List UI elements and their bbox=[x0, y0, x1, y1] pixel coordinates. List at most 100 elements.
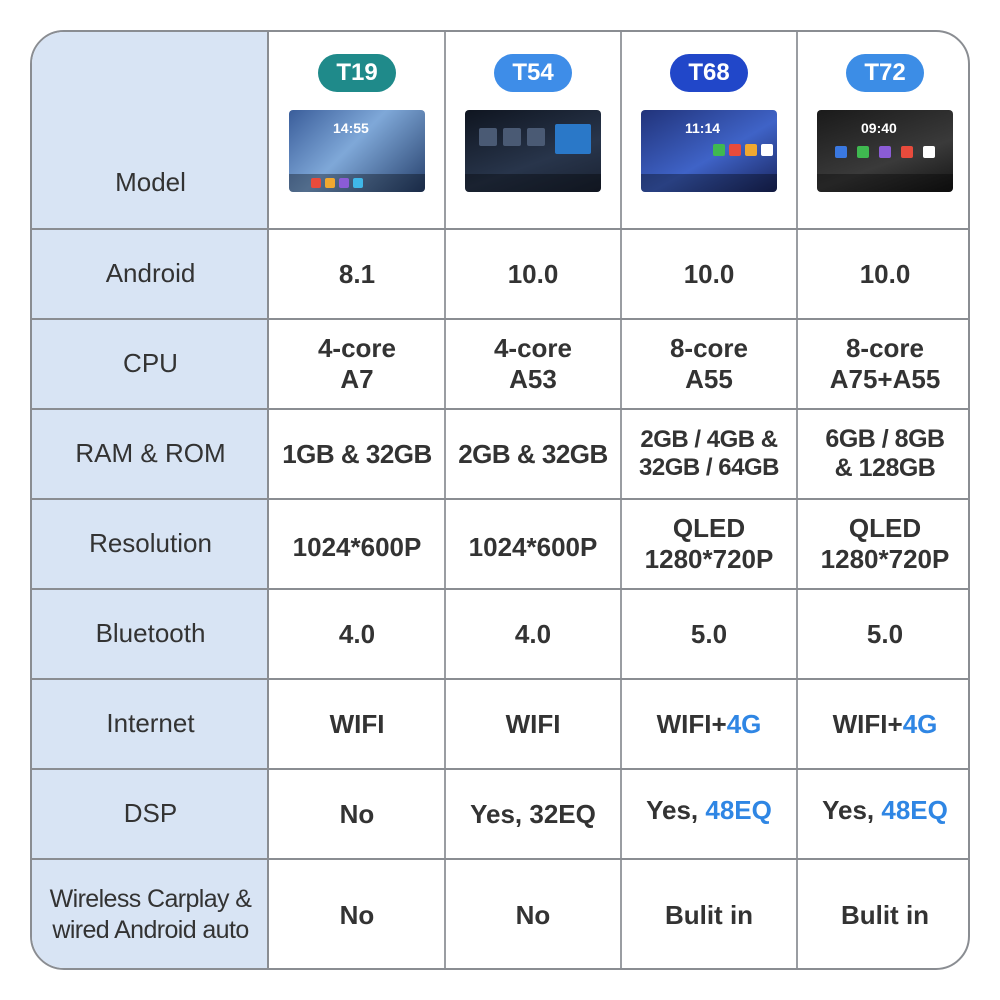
resolution-line-1: QLED bbox=[672, 513, 746, 544]
bluetooth-value: 4.0 bbox=[514, 618, 552, 649]
resolution-value: 1024*600P bbox=[269, 500, 445, 588]
cpu-cores: 8-core bbox=[845, 333, 925, 364]
row-divider bbox=[32, 858, 968, 860]
dsp-value: Yes, 32EQ bbox=[445, 770, 621, 858]
cpu-value: 4-core A53 bbox=[445, 320, 621, 408]
resolution-line-1: 1024*600P bbox=[468, 531, 598, 562]
dsp-eq: 48EQ bbox=[881, 794, 948, 825]
screen-clock: 14:55 bbox=[333, 120, 369, 136]
model-badge-t19: T19 bbox=[318, 54, 396, 92]
cpu-value: 8-core A55 bbox=[621, 320, 797, 408]
internet-row: Internet WIFI WIFI WIFI+ 4G WIFI+ 4G bbox=[32, 680, 968, 768]
app-icon bbox=[835, 146, 847, 158]
ram-line-1: 2GB & 32GB bbox=[458, 438, 608, 469]
internet-wifi: WIFI bbox=[505, 708, 561, 739]
resolution-row: Resolution 1024*600P 1024*600P QLED 1280… bbox=[32, 500, 968, 588]
ram-rom-row: RAM & ROM 1GB & 32GB 2GB & 32GB 2GB / 4G… bbox=[32, 410, 968, 498]
resolution-line-1: 1024*600P bbox=[292, 531, 422, 562]
app-icon bbox=[745, 144, 757, 156]
app-icon bbox=[503, 128, 521, 146]
app-icon bbox=[729, 144, 741, 156]
app-icon bbox=[325, 178, 335, 188]
resolution-line-2: 1280*720P bbox=[644, 544, 774, 574]
column-divider bbox=[796, 32, 798, 968]
screen-dock bbox=[465, 174, 601, 192]
carplay-value: No bbox=[515, 899, 551, 930]
screen-clock: 09:40 bbox=[861, 120, 897, 136]
row-divider bbox=[32, 588, 968, 590]
android-value: 10.0 bbox=[859, 258, 911, 289]
ram-value: 1GB & 32GB bbox=[269, 410, 445, 498]
android-value: 8.1 bbox=[338, 258, 376, 289]
ram-line-1: 1GB & 32GB bbox=[282, 438, 432, 469]
android-row: Android 8.1 10.0 10.0 10.0 bbox=[32, 230, 968, 318]
dsp-value: Yes, 48EQ bbox=[797, 770, 968, 858]
head-unit-screen-image: 14:55 bbox=[289, 110, 425, 192]
row-label-dsp: DSP bbox=[123, 798, 178, 829]
cpu-arch: A75+A55 bbox=[829, 364, 941, 394]
bluetooth-value: 5.0 bbox=[866, 618, 904, 649]
model-badge-t68: T68 bbox=[670, 54, 748, 92]
column-divider bbox=[620, 32, 622, 968]
row-label-carplay: Wireless Carplay & wired Android auto bbox=[32, 860, 269, 968]
cpu-arch: A7 bbox=[340, 364, 374, 394]
row-label-model: Model bbox=[115, 166, 186, 197]
model-column-t19: T19 14:55 bbox=[269, 32, 445, 228]
internet-value: WIFI bbox=[445, 680, 621, 768]
cpu-value: 4-core A7 bbox=[269, 320, 445, 408]
app-icon bbox=[761, 144, 773, 156]
app-icon bbox=[479, 128, 497, 146]
resolution-line-1: QLED bbox=[848, 513, 922, 544]
cpu-arch: A53 bbox=[509, 364, 557, 394]
model-column-t54: T54 bbox=[445, 32, 621, 228]
cpu-row: CPU 4-core A7 4-core A53 8-core A55 8-co… bbox=[32, 320, 968, 408]
head-unit-screen-image: 11:14 bbox=[641, 110, 777, 192]
row-divider bbox=[32, 318, 968, 320]
app-icon bbox=[879, 146, 891, 158]
column-divider bbox=[444, 32, 446, 968]
app-icon bbox=[353, 178, 363, 188]
screen-dock bbox=[641, 174, 777, 192]
row-divider bbox=[32, 768, 968, 770]
carplay-value: No bbox=[339, 899, 375, 930]
ram-value: 6GB / 8GB & 128GB bbox=[797, 410, 968, 498]
row-label-bluetooth: Bluetooth bbox=[95, 618, 206, 649]
row-divider bbox=[32, 228, 968, 230]
carplay-value: Bulit in bbox=[664, 899, 754, 930]
ram-line-2: & 128GB bbox=[834, 454, 936, 482]
carplay-row: Wireless Carplay & wired Android auto No… bbox=[32, 860, 968, 968]
app-icon bbox=[713, 144, 725, 156]
resolution-value: 1024*600P bbox=[445, 500, 621, 588]
app-icon bbox=[311, 178, 321, 188]
dsp-value: Yes, 48EQ bbox=[621, 770, 797, 858]
app-icon bbox=[857, 146, 869, 158]
row-label-cpu: CPU bbox=[123, 348, 178, 379]
app-icon bbox=[527, 128, 545, 146]
ram-line-1: 2GB / 4GB & bbox=[640, 425, 778, 453]
row-label-ram-rom: RAM & ROM bbox=[75, 438, 226, 469]
ram-value: 2GB / 4GB & 32GB / 64GB bbox=[621, 410, 797, 498]
bluetooth-value: 4.0 bbox=[338, 618, 376, 649]
head-unit-screen-image: 09:40 bbox=[817, 110, 953, 192]
bluetooth-value: 5.0 bbox=[690, 618, 728, 649]
dsp-text: Yes, bbox=[646, 794, 706, 825]
screen-clock: 11:14 bbox=[685, 120, 721, 136]
cpu-cores: 4-core bbox=[493, 333, 573, 364]
cpu-value: 8-core A75+A55 bbox=[797, 320, 968, 408]
app-icon bbox=[923, 146, 935, 158]
dsp-row: DSP No Yes, 32EQ Yes, 48EQ Yes, 48EQ bbox=[32, 770, 968, 858]
carplay-label-line-1: Wireless Carplay & bbox=[49, 884, 252, 913]
row-label-android: Android bbox=[105, 258, 196, 289]
cpu-cores: 4-core bbox=[317, 333, 397, 364]
dsp-eq: 48EQ bbox=[705, 794, 772, 825]
cpu-cores: 8-core bbox=[669, 333, 749, 364]
carplay-value: Bulit in bbox=[840, 899, 930, 930]
internet-4g: 4G bbox=[726, 708, 762, 739]
android-value: 10.0 bbox=[507, 258, 559, 289]
internet-wifi: WIFI bbox=[329, 708, 385, 739]
model-column-t68: T68 11:14 bbox=[621, 32, 797, 228]
dsp-text: No bbox=[339, 798, 375, 829]
row-divider bbox=[32, 678, 968, 680]
bluetooth-row: Bluetooth 4.0 4.0 5.0 5.0 bbox=[32, 590, 968, 678]
model-badge-t72: T72 bbox=[846, 54, 924, 92]
